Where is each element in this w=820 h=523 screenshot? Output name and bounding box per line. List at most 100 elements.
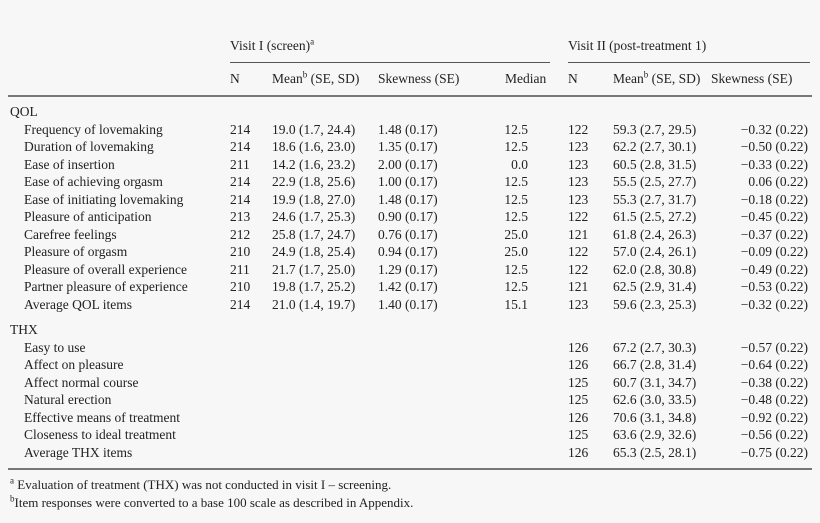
cell-n: 214: [230, 139, 251, 154]
row-label: Ease of achieving orgasm: [24, 174, 163, 189]
cell-skewness-2: −0.09 (0.22): [740, 244, 808, 259]
group-header-visit-1-label: Visit I (screen): [230, 38, 311, 53]
col-header-median: Median: [505, 71, 547, 86]
cell-skewness: 0.76 (0.17): [378, 226, 438, 242]
row-label: Partner pleasure of experience: [24, 279, 188, 294]
cell-median: 0.0: [511, 156, 528, 172]
cell-n: 211: [230, 156, 250, 172]
row-label: Duration of lovemaking: [24, 139, 154, 154]
cell-n-2: 122: [568, 244, 589, 259]
col-header-skewness: Skewness (SE): [378, 71, 460, 86]
cell-skewness-2: 0.06 (0.22): [748, 174, 808, 189]
cell-mean-2: 57.0 (2.4, 26.1): [613, 244, 697, 259]
cell-skewness-2: −0.37 (0.22): [740, 226, 808, 242]
cell-mean-2: 59.3 (2.7, 29.5): [613, 121, 697, 137]
cell-mean: 21.0 (1.4, 19.7): [272, 296, 356, 312]
cell-skewness: 1.35 (0.17): [378, 139, 438, 154]
cell-mean-2: 62.0 (2.8, 30.8): [613, 261, 697, 277]
cell-mean: 14.2 (1.6, 23.2): [272, 156, 356, 172]
row-label: Average THX items: [24, 444, 133, 460]
footnote-mark: b: [302, 69, 308, 80]
row-label: Frequency of lovemaking: [24, 121, 163, 137]
col-header-skewness-2: Skewness (SE): [711, 71, 793, 86]
cell-n-2: 126: [568, 444, 589, 460]
cell-n: 210: [230, 244, 251, 259]
divider: [8, 468, 812, 470]
cell-n-2: 122: [568, 261, 589, 277]
cell-mean: 22.9 (1.8, 25.6): [272, 174, 356, 189]
cell-n-2: 125: [568, 392, 589, 407]
cell-median: 25.0: [504, 244, 528, 259]
divider: [8, 95, 812, 97]
cell-median: 12.5: [504, 279, 528, 294]
cell-n-2: 125: [568, 374, 589, 390]
cell-mean-2: 63.6 (2.9, 32.6): [613, 427, 697, 442]
footnote-mark: b: [10, 493, 15, 504]
cell-n: 214: [230, 191, 251, 207]
col-header-n: N: [230, 71, 240, 86]
cell-skewness: 0.90 (0.17): [378, 209, 438, 224]
row-label: Carefree feelings: [24, 226, 117, 242]
cell-median: 12.5: [504, 261, 528, 277]
footnote-mark: a: [10, 475, 14, 486]
cell-mean: 19.8 (1.7, 25.2): [272, 279, 356, 294]
row-label: Pleasure of orgasm: [24, 244, 128, 259]
cell-skewness-2: −0.56 (0.22): [740, 427, 808, 442]
cell-n-2: 121: [568, 279, 589, 294]
cell-n-2: 123: [568, 156, 589, 172]
cell-n-2: 126: [568, 339, 589, 355]
cell-mean: 21.7 (1.7, 25.0): [272, 261, 356, 277]
cell-mean-2: 61.8 (2.4, 26.3): [613, 226, 697, 242]
cell-skewness: 1.48 (0.17): [378, 121, 438, 137]
section-title: THX: [10, 322, 38, 337]
cell-mean-2: 55.5 (2.5, 27.7): [613, 174, 697, 189]
cell-mean-2: 62.5 (2.9, 31.4): [613, 279, 697, 294]
cell-mean: 19.0 (1.7, 24.4): [272, 121, 356, 137]
cell-skewness-2: −0.49 (0.22): [740, 261, 808, 277]
cell-n: 213: [230, 209, 251, 224]
col-header-mean-2: Meanb (SE, SD): [613, 69, 701, 87]
cell-mean-2: 60.5 (2.8, 31.5): [613, 156, 697, 172]
cell-median: 12.5: [504, 121, 528, 137]
row-label: Affect normal course: [24, 374, 139, 390]
cell-skewness-2: −0.32 (0.22): [740, 121, 808, 137]
cell-mean-2: 70.6 (3.1, 34.8): [613, 409, 697, 425]
col-header-n-2: N: [568, 71, 578, 86]
row-label: Natural erection: [24, 392, 112, 407]
cell-median: 12.5: [504, 209, 528, 224]
row-label: Affect on pleasure: [24, 357, 124, 372]
cell-skewness-2: −0.45 (0.22): [740, 209, 808, 224]
cell-mean-2: 62.2 (2.7, 30.1): [613, 139, 697, 154]
cell-skewness-2: −0.92 (0.22): [740, 409, 808, 425]
cell-n: 210: [230, 279, 251, 294]
row-label: Average QOL items: [24, 296, 132, 312]
divider: [568, 62, 810, 63]
row-label: Effective means of treatment: [24, 409, 181, 425]
cell-mean-2: 67.2 (2.7, 30.3): [613, 339, 697, 355]
cell-n-2: 123: [568, 174, 589, 189]
cell-n-2: 122: [568, 121, 589, 137]
cell-median: 12.5: [504, 191, 528, 207]
cell-mean-2: 65.3 (2.5, 28.1): [613, 444, 697, 460]
divider: [230, 62, 550, 63]
cell-mean-2: 61.5 (2.5, 27.2): [613, 209, 697, 224]
cell-skewness-2: −0.48 (0.22): [740, 392, 808, 407]
cell-skewness: 1.00 (0.17): [378, 174, 438, 189]
row-label: Pleasure of anticipation: [24, 209, 152, 224]
cell-skewness-2: −0.57 (0.22): [740, 339, 808, 355]
footnote-b: bItem responses were converted to a base…: [10, 493, 413, 511]
cell-median: 25.0: [504, 226, 528, 242]
footnote-mark: a: [310, 36, 315, 47]
footnote-a: a Evaluation of treatment (THX) was not …: [10, 475, 391, 493]
cell-skewness-2: −0.50 (0.22): [740, 139, 808, 154]
cell-n-2: 121: [568, 226, 589, 242]
cell-n-2: 123: [568, 296, 589, 312]
cell-n-2: 125: [568, 427, 589, 442]
cell-median: 12.5: [504, 174, 528, 189]
cell-skewness: 0.94 (0.17): [378, 244, 438, 259]
footnote-mark: b: [643, 69, 649, 80]
row-label: Easy to use: [24, 339, 86, 355]
cell-n: 214: [230, 174, 251, 189]
mean-label: Mean: [613, 71, 644, 86]
se-sd-label: (SE, SD): [651, 71, 701, 86]
